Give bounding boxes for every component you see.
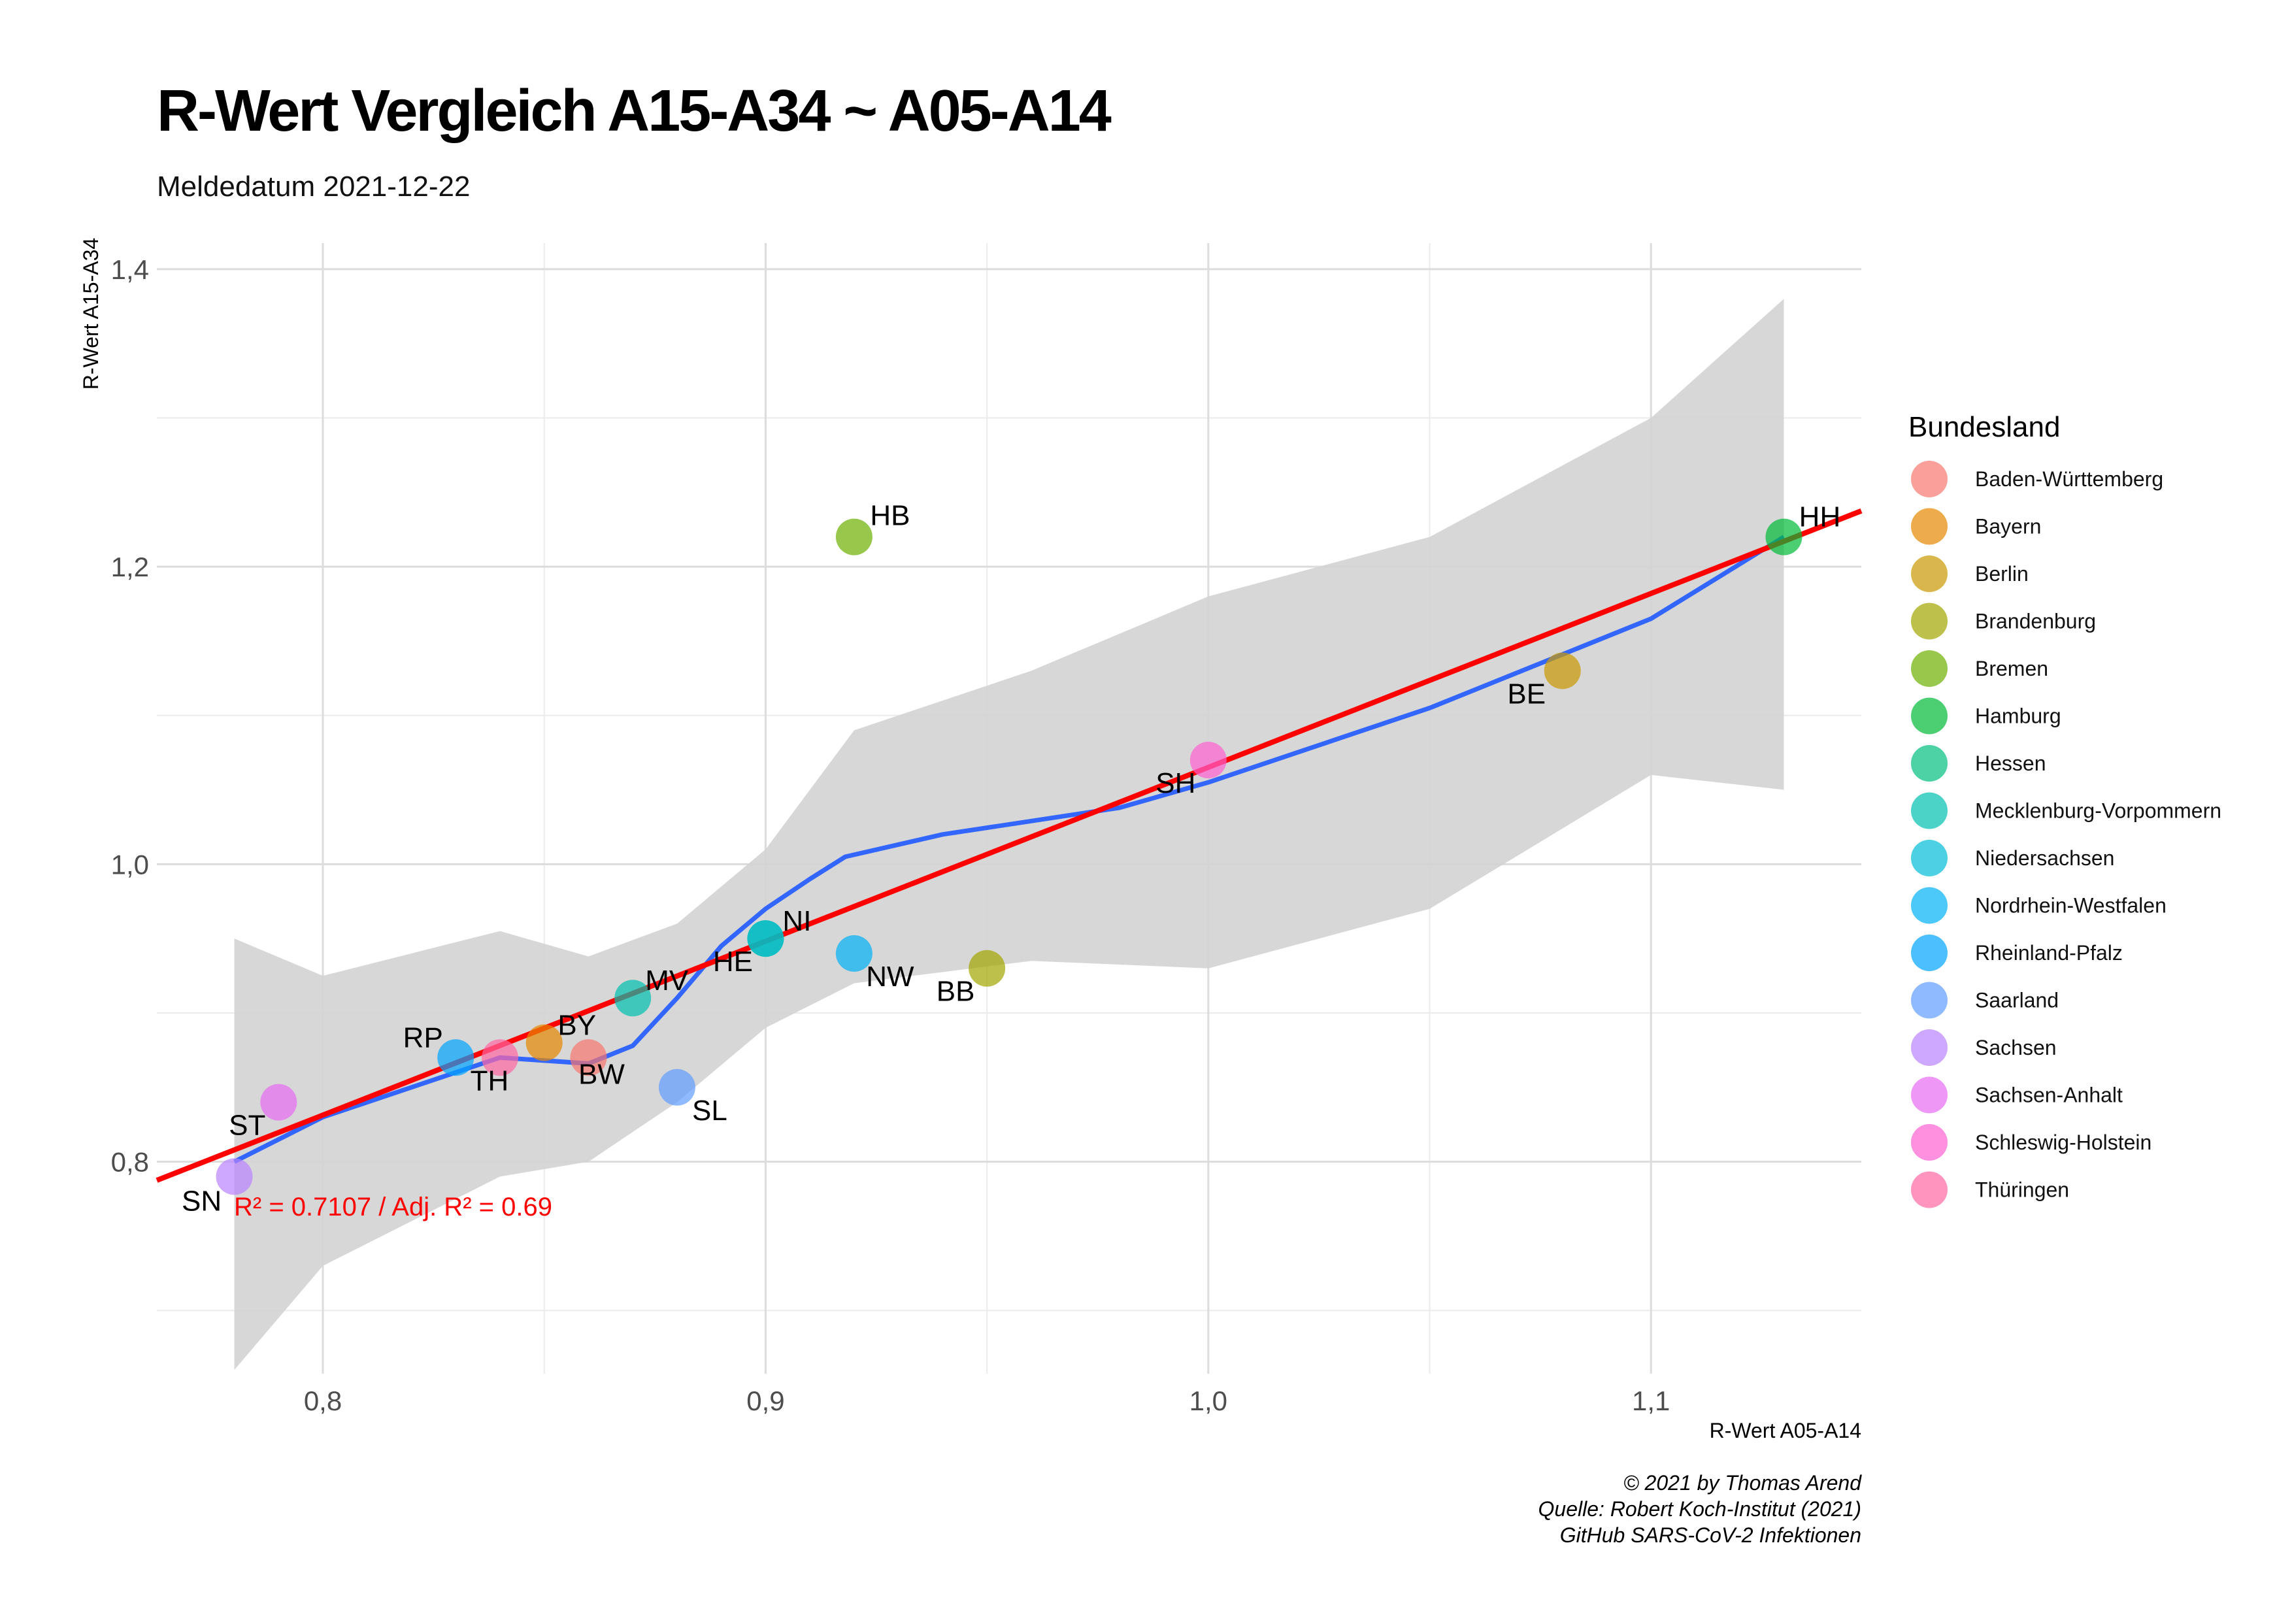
point-label-bb: BB: [937, 976, 975, 1008]
data-point-mv: [614, 980, 652, 1017]
data-point-hh: [1765, 518, 1802, 555]
x-tick-label: 1,1: [1632, 1385, 1670, 1416]
point-label-nw: NW: [866, 961, 914, 993]
point-label-mv: MV: [645, 965, 689, 997]
x-tick-label: 0,9: [746, 1385, 784, 1416]
data-point-be: [1544, 652, 1581, 689]
point-label-hh: HH: [1799, 501, 1841, 533]
data-point-sh: [1189, 742, 1227, 779]
legend-label: Hamburg: [1975, 704, 2061, 728]
legend-label: Berlin: [1975, 562, 2029, 586]
legend-label: Thüringen: [1975, 1178, 2069, 1202]
data-point-by: [525, 1024, 563, 1061]
x-tick-label: 0,8: [304, 1385, 342, 1416]
y-tick-label: 1,0: [111, 849, 149, 880]
data-point-th: [481, 1039, 518, 1076]
y-tick-label: 1,4: [111, 254, 149, 285]
chart-title: R-Wert Vergleich A15-A34 ~ A05-A14: [157, 78, 1112, 144]
data-point-sl: [658, 1069, 695, 1106]
regression-line: [156, 508, 1863, 1183]
legend-label: Mecklenburg-Vorpommern: [1975, 799, 2221, 823]
caption-line-2: Quelle: Robert Koch-Institut (2021): [1538, 1497, 1861, 1521]
data-point-st: [260, 1084, 297, 1121]
caption-line-1: © 2021 by Thomas Arend: [1623, 1471, 1862, 1495]
legend-label: Rheinland-Pfalz: [1975, 941, 2123, 965]
data-point-sn: [216, 1158, 253, 1195]
axis-ticks-layer: 0,8 0,9 1,0 1,1 0,8 1,0 1,2 1,4: [111, 254, 1670, 1416]
legend-key: [1911, 1029, 1948, 1066]
legend-label: Nordrhein-Westfalen: [1975, 894, 2167, 918]
chart-subtitle: Meldedatum 2021-12-22: [157, 171, 470, 203]
caption-line-3: GitHub SARS-CoV-2 Infektionen: [1560, 1523, 1861, 1547]
legend-key: [1911, 1171, 1948, 1208]
point-label-sn: SN: [182, 1185, 222, 1217]
fit-lines-layer: [156, 508, 1863, 1183]
data-point-hb: [835, 518, 872, 555]
legend-key: [1911, 508, 1948, 545]
legend-key: [1911, 745, 1948, 782]
legend-label: Saarland: [1975, 989, 2059, 1012]
x-axis-title: R-Wert A05-A14: [1710, 1419, 1861, 1442]
points-layer: [216, 518, 1802, 1195]
data-point-bb: [969, 950, 1006, 987]
point-label-rp: RP: [403, 1021, 443, 1053]
legend-key: [1911, 1124, 1948, 1161]
legend-key: [1911, 982, 1948, 1019]
data-point-ni: [747, 920, 784, 957]
legend-label: Hessen: [1975, 752, 2046, 775]
data-point-bw: [570, 1039, 607, 1076]
legend-key: [1911, 792, 1948, 829]
point-label-he: HE: [713, 946, 753, 978]
r-squared-annotation: R² = 0.7107 / Adj. R² = 0.69: [234, 1193, 552, 1221]
point-labels-layer: BW BY BE BB HB HH HE MV NI NW RP SL SN ST SH TH: [182, 500, 1840, 1218]
legend-key: [1911, 935, 1948, 971]
point-label-bw: BW: [578, 1058, 625, 1090]
x-tick-label: 1,0: [1189, 1385, 1227, 1416]
point-label-hb: HB: [870, 500, 910, 532]
data-point-nw: [835, 935, 872, 972]
confidence-band-layer: [234, 299, 1784, 1370]
legend-label: Sachsen-Anhalt: [1975, 1084, 2123, 1107]
legend-label: Bayern: [1975, 515, 2041, 539]
point-label-th: TH: [471, 1065, 509, 1097]
legend-label: Sachsen: [1975, 1036, 2057, 1059]
point-label-sl: SL: [692, 1095, 727, 1127]
legend-label: Niedersachsen: [1975, 846, 2114, 870]
data-point-rp: [437, 1039, 474, 1076]
legend-key: [1911, 603, 1948, 640]
legend-label: Brandenburg: [1975, 610, 2096, 633]
y-axis-title: R-Wert A15-A34: [79, 238, 103, 389]
legend: Baden-Württemberg Bayern Berlin Brandenburg…: [1911, 461, 2221, 1208]
legend-key: [1911, 461, 1948, 497]
legend-title: Bundesland: [1908, 411, 2060, 443]
legend-key: [1911, 840, 1948, 876]
legend-key: [1911, 650, 1948, 687]
point-label-st: ST: [229, 1110, 265, 1142]
legend-key: [1911, 555, 1948, 592]
point-label-sh: SH: [1155, 767, 1195, 799]
legend-key: [1911, 887, 1948, 924]
point-label-be: BE: [1507, 678, 1546, 710]
y-tick-label: 1,2: [111, 552, 149, 582]
legend-label: Schleswig-Holstein: [1975, 1131, 2151, 1154]
legend-label: Baden-Württemberg: [1975, 467, 2163, 491]
confidence-band: [234, 299, 1784, 1370]
point-label-ni: NI: [782, 905, 811, 937]
legend-label: Bremen: [1975, 657, 2048, 680]
legend-key: [1911, 697, 1948, 735]
point-label-by: BY: [557, 1010, 596, 1042]
legend-key: [1911, 1076, 1948, 1114]
y-tick-label: 0,8: [111, 1147, 149, 1178]
